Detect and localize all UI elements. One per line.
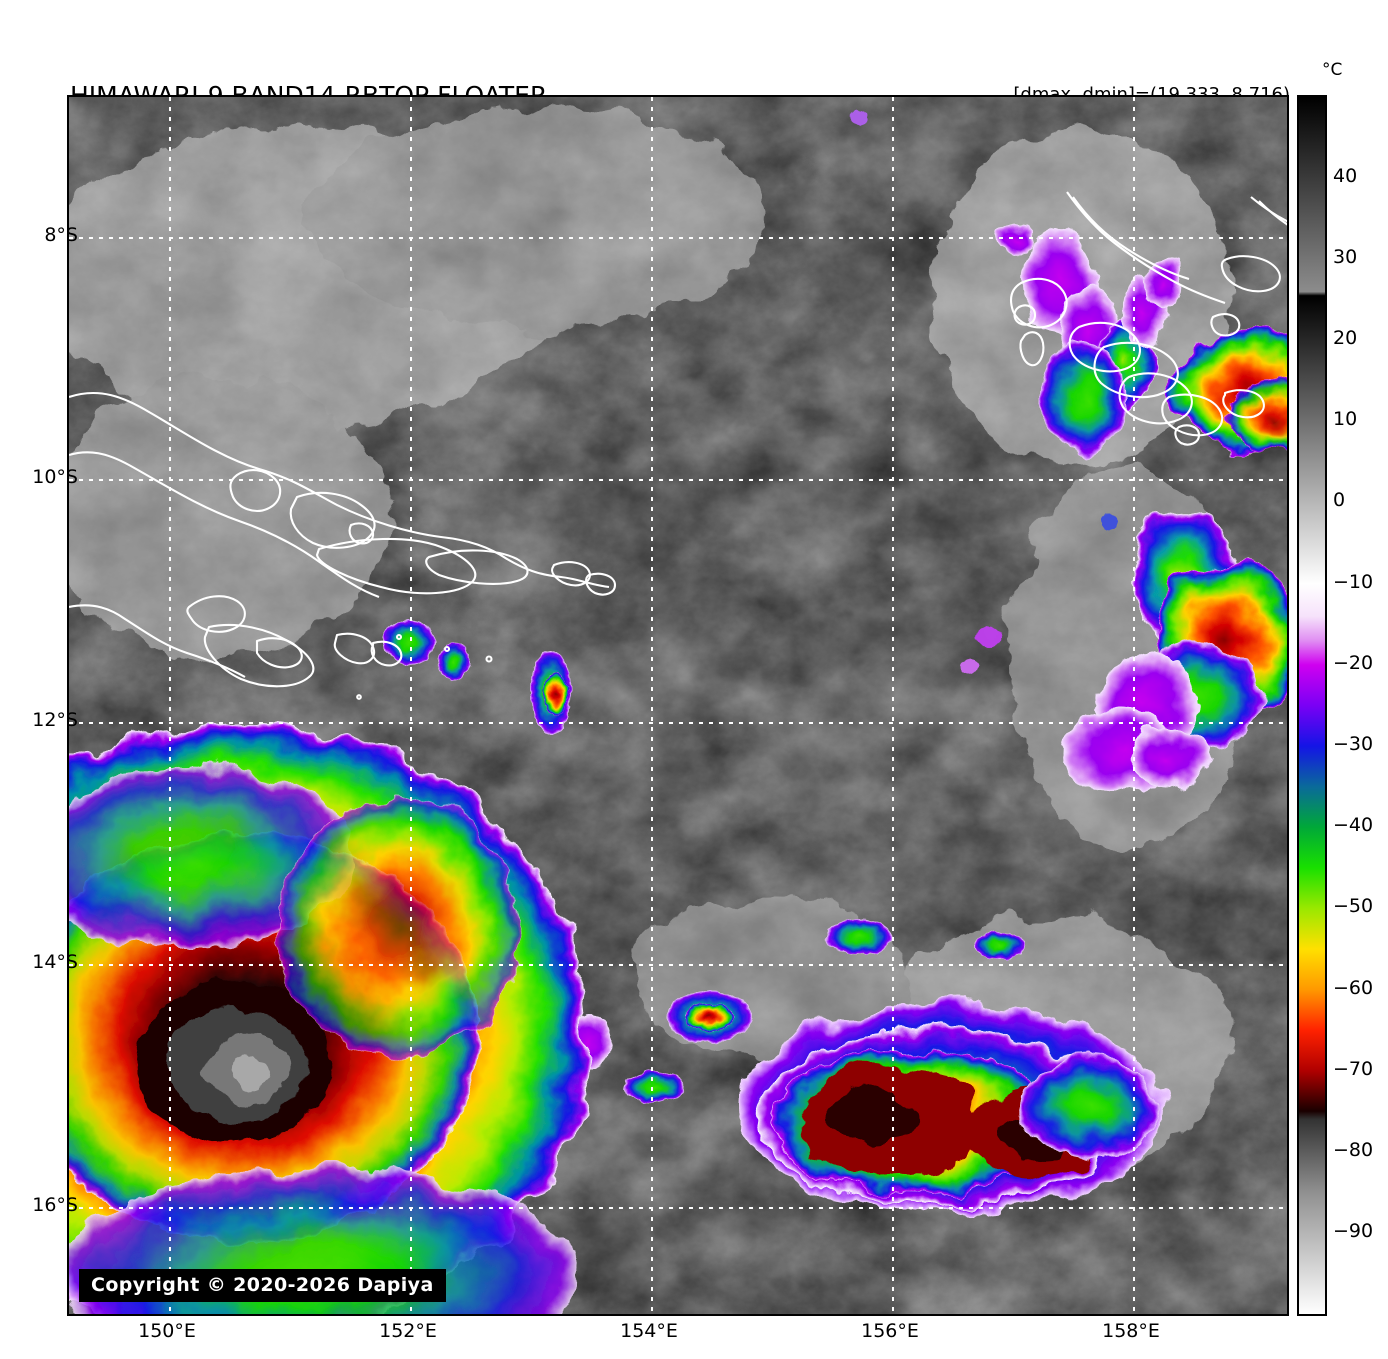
cbar-tick-2: 20 — [1333, 327, 1358, 349]
temperature-colorbar[interactable] — [1297, 95, 1327, 1316]
cbar-tick-11: −70 — [1333, 1058, 1374, 1080]
cbar-tick-6: −20 — [1333, 652, 1374, 674]
ytick-label-4: 16°S — [32, 1194, 78, 1216]
cbar-tick-10: −60 — [1333, 977, 1374, 999]
cbar-tick-3: 10 — [1333, 408, 1358, 430]
cbar-tick-5: −10 — [1333, 571, 1374, 593]
ytick-label-2: 12°S — [32, 709, 78, 731]
cbar-tick-4: 0 — [1333, 489, 1346, 511]
xtick-label-0: 150°E — [138, 1320, 196, 1342]
cbar-tick-1: 30 — [1333, 246, 1358, 268]
xtick-label-2: 154°E — [620, 1320, 678, 1342]
ytick-label-1: 10°S — [32, 466, 78, 488]
xtick-label-1: 152°E — [379, 1320, 437, 1342]
cbar-tick-9: −50 — [1333, 895, 1374, 917]
satellite-brightness-temperature-raster — [69, 97, 1287, 1314]
coastline-overlay — [69, 191, 1287, 700]
cbar-tick-12: −80 — [1333, 1139, 1374, 1161]
ytick-label-0: 8°S — [44, 224, 78, 246]
colorbar-units-label: °C — [1322, 60, 1343, 80]
xtick-label-3: 156°E — [861, 1320, 919, 1342]
cbar-tick-13: −90 — [1333, 1220, 1374, 1242]
satellite-image-plot[interactable]: Copyright © 2020-2026 Dapiya — [67, 95, 1289, 1316]
colorbar-gradient-strip — [1299, 97, 1325, 1314]
cbar-tick-0: 40 — [1333, 165, 1358, 187]
cbar-tick-7: −30 — [1333, 733, 1374, 755]
ytick-label-3: 14°S — [32, 951, 78, 973]
copyright-badge: Copyright © 2020-2026 Dapiya — [79, 1269, 446, 1302]
cbar-tick-8: −40 — [1333, 814, 1374, 836]
xtick-label-4: 158°E — [1102, 1320, 1160, 1342]
